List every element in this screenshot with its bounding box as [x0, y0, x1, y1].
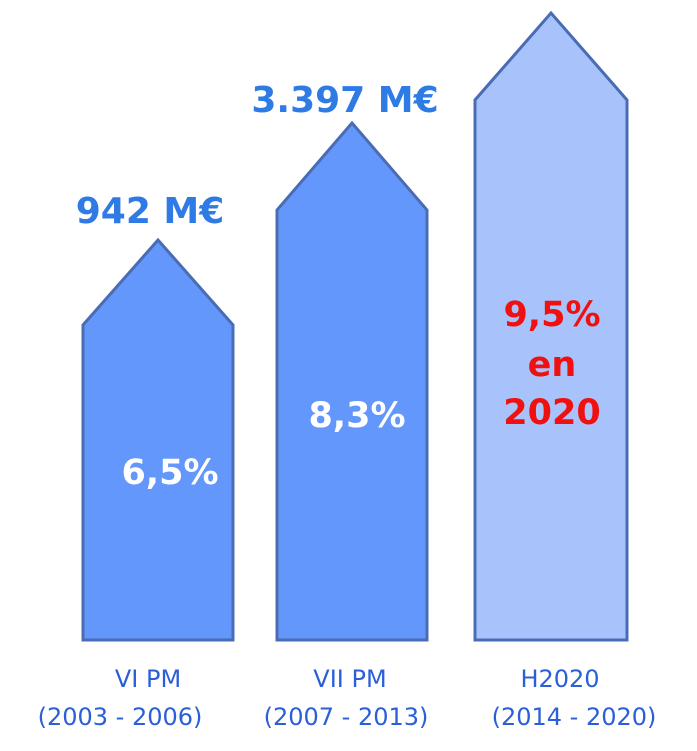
arrow-shape — [275, 120, 429, 642]
share-label: 8,3% — [308, 396, 405, 436]
share-label: 2020 — [503, 393, 600, 433]
share-label: en — [528, 345, 577, 385]
column-name: H2020 — [520, 665, 599, 693]
arrow-shape — [473, 10, 629, 642]
amount-label: 942 M€ — [76, 191, 225, 232]
column-name: VII PM — [313, 665, 386, 693]
column-period: (2003 - 2006) — [38, 703, 203, 731]
arrow-shape — [81, 237, 235, 642]
column-name: VI PM — [115, 665, 181, 693]
amount-label: 3.397 M€ — [251, 80, 438, 121]
column-period: (2007 - 2013) — [264, 703, 429, 731]
share-label: 9,5% — [503, 295, 600, 335]
share-label: 6,5% — [121, 453, 218, 493]
column-period: (2014 - 2020) — [492, 703, 657, 731]
